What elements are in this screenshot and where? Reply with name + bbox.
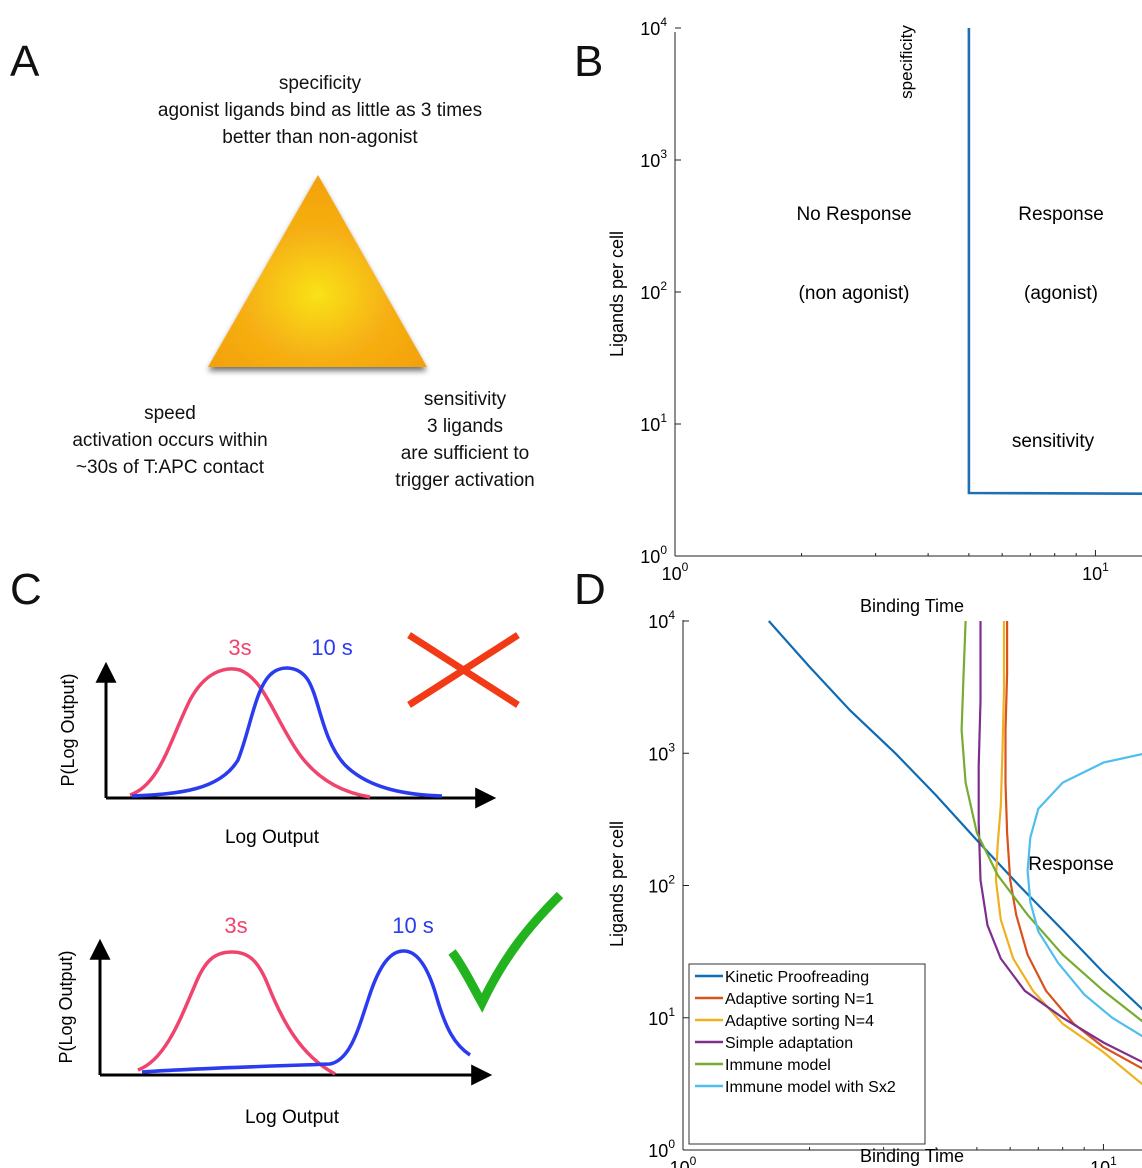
curve-3s-bottom: [137, 950, 336, 1076]
chart-b-ytick-label: 104: [640, 15, 667, 39]
legend-label-kinetic-proofreading: Kinetic Proofreading: [725, 969, 869, 986]
chart-b-ytick-label: 100: [640, 543, 667, 567]
chart-b-ylabel: Ligands per cell: [607, 231, 627, 357]
series-line-adaptive-sorting-n-1: [1004, 621, 1142, 1070]
chart-d-ytick-label: 102: [648, 873, 675, 897]
sensitivity-line-1: 3 ligands: [426, 416, 504, 437]
chart-b-threshold-line: [967, 28, 1142, 495]
legend-box: [688, 963, 926, 1145]
region-label-agonist: (agonist): [1024, 283, 1098, 304]
series-line-immune-model-with-sx2: [1026, 752, 1142, 1038]
speed-caption: speed activation occurs within ~30s of T…: [30, 400, 310, 481]
sensitivity-line-3: trigger activation: [395, 470, 535, 491]
chart-b-ytick-label: 103: [640, 147, 667, 171]
chart-d-ytick-label: 100: [648, 1137, 675, 1161]
legend-label-immune-model: Immune model: [725, 1057, 831, 1074]
chart-d-region-label-response: Response: [1028, 854, 1114, 875]
cross-icon: [407, 632, 520, 708]
speed-line-1: activation occurs within: [72, 430, 268, 451]
legend-label-immune-model-with-sx2: Immune model with Sx2: [725, 1079, 896, 1096]
chart-b: 100 101 102 103 104 100 101 No Response (non …: [607, 15, 1142, 616]
curve-3s-top: [129, 667, 371, 799]
curve-10s-top: [131, 666, 443, 798]
sensitivity-threshold-label: sensitivity: [1012, 431, 1095, 452]
region-label-non-agonist: (non agonist): [799, 283, 910, 304]
series-line-immune-model: [960, 620, 1142, 1023]
plot-c-top: 3s 10 s Log Output P(Log Output): [58, 632, 520, 848]
plot-c-bottom-xlabel: Log Output: [245, 1107, 340, 1128]
plot-c-bottom-ylabel: P(Log Output): [56, 950, 76, 1063]
specificity-title: specificity: [278, 73, 362, 94]
chart-d-ylabel: Ligands per cell: [607, 821, 627, 947]
panel-letter-a: A: [10, 37, 40, 86]
specificity-caption: specificity agonist ligands bind as litt…: [100, 70, 540, 151]
sensitivity-line-2: are sufficient to: [400, 443, 530, 464]
check-icon: [448, 891, 564, 1013]
chart-d-ytick-label: 104: [648, 608, 675, 632]
chart-d-ytick-label: 101: [648, 1005, 675, 1029]
legend-label-simple-adaptation: Simple adaptation: [725, 1035, 853, 1052]
chart-b-xlabel: Binding Time: [860, 596, 964, 616]
plot-c-top-ylabel: P(Log Output): [58, 673, 78, 786]
chart-d: 100 101 102 103 104 100 101 Response Binding …: [607, 608, 1142, 1168]
series-line-kinetic-proofreading: [767, 620, 1142, 1011]
chart-d-xtick-label: 100: [670, 1154, 697, 1168]
label-10s-top: 10 s: [311, 635, 353, 660]
speed-title: speed: [144, 403, 196, 424]
chart-d-legend: Kinetic Proofreading Adaptive sorting N=1…: [688, 963, 926, 1145]
plot-c-top-xlabel: Log Output: [225, 827, 320, 848]
chart-b-xtick-label: 100: [662, 560, 689, 584]
specificity-line-2: better than non-agonist: [222, 127, 418, 148]
chart-d-ytick-label: 103: [648, 740, 675, 764]
region-label-response: Response: [1018, 204, 1104, 225]
label-10s-bottom: 10 s: [392, 913, 434, 938]
sensitivity-title: sensitivity: [423, 389, 507, 410]
legend-label-adaptive-sorting-n-1: Adaptive sorting N=1: [725, 991, 874, 1008]
panel-letter-c: C: [10, 565, 42, 614]
chart-b-xtick-label: 101: [1082, 560, 1109, 584]
specificity-line-1: agonist ligands bind as little as 3 time…: [157, 100, 483, 121]
specificity-threshold-label: specificity: [897, 25, 916, 99]
panel-letter-b: B: [574, 37, 604, 86]
series-line-simple-adaptation: [977, 621, 1142, 1064]
chart-d-xtick-label: 101: [1090, 1154, 1117, 1168]
series-line-adaptive-sorting-n-4: [994, 621, 1142, 1086]
chart-d-xlabel: Binding Time: [860, 1146, 964, 1166]
chart-b-ytick-label: 102: [640, 279, 667, 303]
legend-label-adaptive-sorting-n-4: Adaptive sorting N=4: [725, 1013, 874, 1030]
label-3s-bottom: 3s: [224, 913, 247, 938]
label-3s-top: 3s: [228, 635, 251, 660]
region-label-no-response: No Response: [796, 204, 911, 225]
chart-b-ytick-label: 101: [640, 411, 667, 435]
trade-off-triangle: [208, 175, 427, 367]
plot-c-bottom: 3s 10 s Log Output P(Log Output): [56, 891, 564, 1128]
panel-letter-d: D: [574, 565, 606, 614]
sensitivity-caption: sensitivity 3 ligands are sufficient to …: [355, 386, 575, 494]
curve-10s-bottom: [141, 949, 471, 1074]
speed-line-2: ~30s of T:APC contact: [75, 457, 265, 478]
